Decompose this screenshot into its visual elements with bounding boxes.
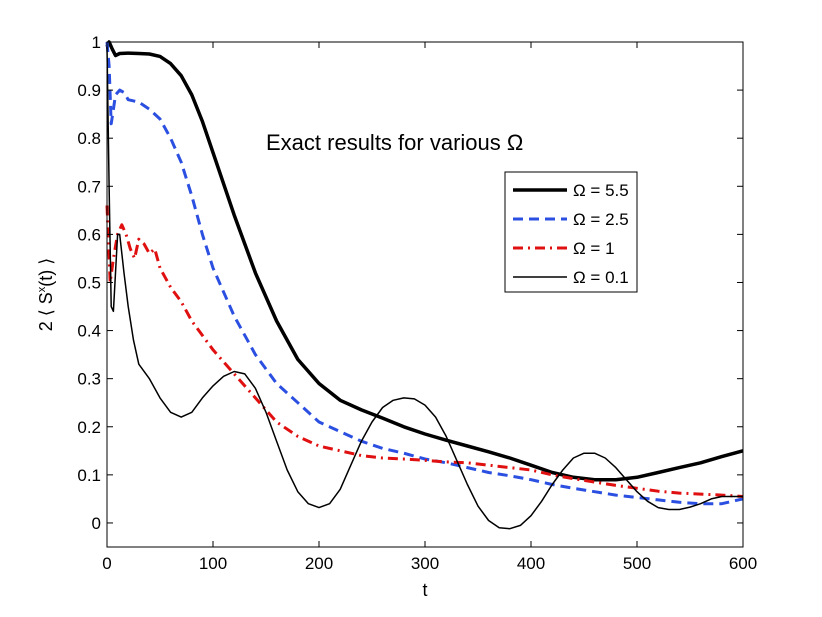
legend-label-1: Ω = 5.5 — [573, 181, 629, 200]
y-axis-label-superscript: x — [36, 286, 48, 292]
y-tick-label: 0.1 — [77, 466, 101, 485]
y-axis-label-prefix: 2 ⟨ S — [36, 292, 56, 331]
y-tick-label: 0.3 — [77, 370, 101, 389]
y-tick-label: 1 — [92, 33, 101, 52]
y-tick-label: 0.5 — [77, 273, 101, 292]
y-tick-label: 0.9 — [77, 81, 101, 100]
legend-label-3: Ω = 1 — [573, 239, 615, 258]
x-tick-label: 400 — [517, 554, 545, 573]
x-axis-label: t — [422, 580, 427, 600]
series-line-2 — [105, 41, 744, 506]
y-tick-label: 0.8 — [77, 129, 101, 148]
x-tick-label: 600 — [729, 554, 757, 573]
series-layer — [105, 40, 744, 530]
y-tick-label: 0 — [92, 514, 101, 533]
series-line-1 — [105, 40, 744, 482]
x-tick-label: 500 — [623, 554, 651, 573]
x-tick-label: 200 — [305, 554, 333, 573]
x-tick-label: 300 — [411, 554, 439, 573]
axis-ticks: 0 100 200 300 400 500 600 0 0.1 0.2 0.3 0.4 0.5 0.6 0.… — [77, 33, 757, 573]
chart-annotation: Exact results for various Ω — [266, 130, 523, 155]
legend-box — [504, 171, 638, 293]
legend-label-2: Ω = 2.5 — [573, 210, 629, 229]
y-tick-label: 0.7 — [77, 177, 101, 196]
y-axis-label: 2 ⟨ Sx(t) ⟩ — [36, 258, 56, 332]
legend: Ω = 5.5 Ω = 2.5 Ω = 1 Ω = 0.1 — [504, 171, 638, 293]
x-tick-label: 0 — [102, 554, 111, 573]
y-tick-label: 0.6 — [77, 225, 101, 244]
y-axis-label-suffix: (t) ⟩ — [36, 258, 56, 287]
y-tick-label: 0.4 — [77, 322, 101, 341]
x-tick-label: 100 — [199, 554, 227, 573]
series-line-4 — [106, 46, 743, 530]
y-tick-label: 0.2 — [77, 418, 101, 437]
legend-label-4: Ω = 0.1 — [573, 268, 629, 287]
series-line-3 — [105, 205, 744, 498]
